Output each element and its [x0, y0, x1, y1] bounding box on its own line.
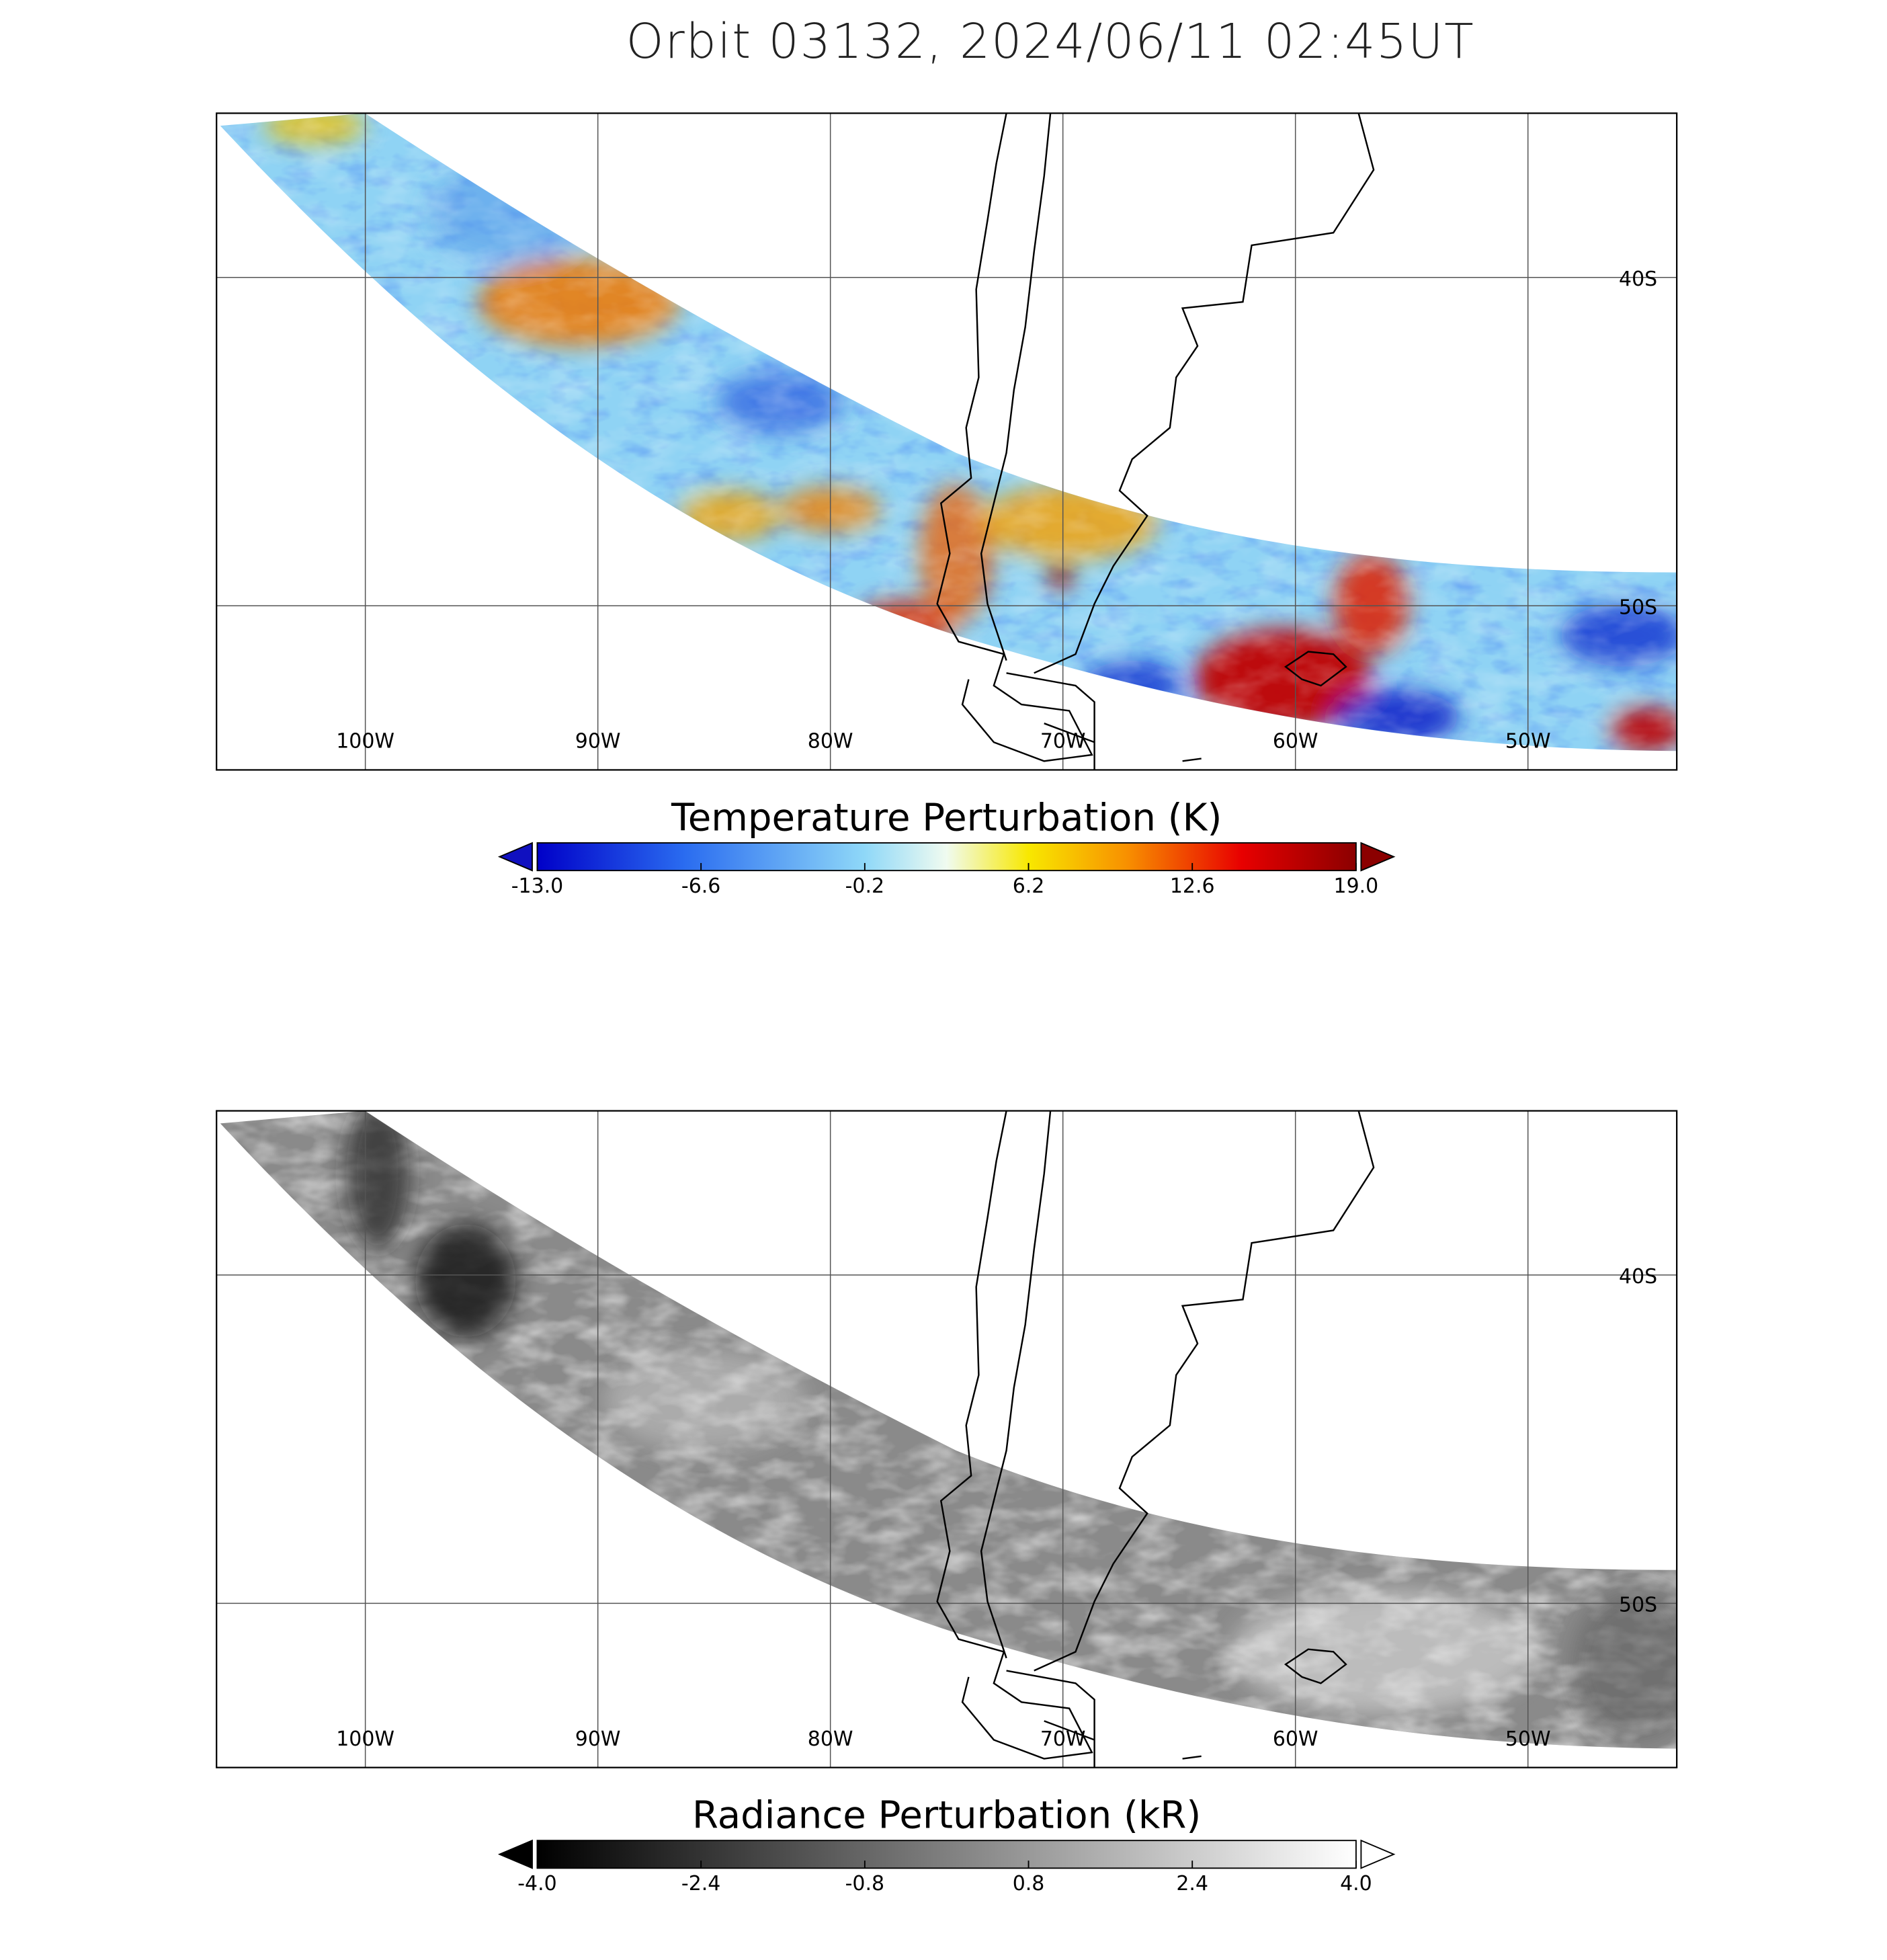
coastline — [1006, 672, 1202, 770]
coastline — [980, 1110, 1052, 1659]
colorbar-tick-label: -4.0 — [517, 1872, 556, 1895]
colorbar-tick-label: -6.6 — [681, 874, 720, 898]
swath-feature — [415, 1224, 516, 1338]
colorbar-title: Temperature Perturbation (K) — [671, 796, 1222, 840]
swath-texture — [220, 113, 1677, 751]
lat-tick-label: 50S — [1619, 596, 1657, 619]
colorbar-tick-label: -0.2 — [845, 874, 884, 898]
coastline — [1034, 113, 1375, 674]
lon-tick-label: 100W — [336, 730, 394, 753]
colorbar-tick-label: 19.0 — [1334, 874, 1379, 898]
colorbar-title: Radiance Perturbation (kR) — [692, 1793, 1201, 1837]
colorbar-tick-label: -2.4 — [681, 1872, 720, 1895]
lon-tick-label: 80W — [808, 1727, 853, 1751]
colorbar — [536, 1840, 1357, 1869]
colorbar-tick-label: -13.0 — [511, 874, 563, 898]
colorbar-tick-label: 4.0 — [1340, 1872, 1372, 1895]
map-panel: 100W 90W 80W 70W 60W 50W 40S 50S Radiance Pertur… — [216, 1110, 1678, 1895]
coastline — [936, 1110, 1093, 1760]
coastline — [980, 113, 1052, 661]
map-frame — [216, 1110, 1678, 1768]
lon-tick-label: 70W — [1040, 730, 1086, 753]
lon-tick-label: 90W — [575, 1727, 621, 1751]
lat-tick-label: 50S — [1619, 1594, 1657, 1617]
colorbar-extend-low — [497, 842, 533, 872]
colorbar-tick-label: 6.2 — [1013, 874, 1045, 898]
swath — [220, 1110, 1677, 1749]
coastline — [1006, 1670, 1202, 1768]
swath-feature — [603, 1350, 806, 1451]
swath-feature — [1572, 1588, 1677, 1740]
colorbar — [536, 842, 1357, 872]
map-panel: 100W 90W 80W 70W 60W 50W 40S 50S Temperature Per… — [216, 112, 1678, 898]
lon-tick-label: 60W — [1273, 1727, 1318, 1751]
lat-tick-label: 40S — [1619, 268, 1657, 291]
lon-tick-label: 60W — [1273, 730, 1318, 753]
colorbar-extend-high — [1360, 1839, 1396, 1869]
colorbar-tick-label: 12.6 — [1170, 874, 1215, 898]
lon-tick-label: 100W — [336, 1727, 394, 1751]
lon-tick-label: 90W — [575, 730, 621, 753]
swath-blobs — [345, 1110, 1677, 1740]
map-frame — [216, 112, 1678, 771]
coastline — [1284, 1648, 1347, 1684]
lat-tick-label: 40S — [1619, 1265, 1657, 1289]
coastline — [936, 113, 1093, 762]
colorbar-tick-label: -0.8 — [845, 1872, 884, 1895]
colorbar-tick-label: 0.8 — [1013, 1872, 1045, 1895]
lon-tick-label: 50W — [1505, 730, 1551, 753]
figure-title: Orbit 03132, 2024/06/11 02:45UT — [626, 13, 1475, 69]
swath-feature — [345, 1110, 409, 1250]
colorbar-extend-high — [1360, 842, 1396, 872]
colorbar-extend-low — [497, 1839, 533, 1869]
coastline — [1284, 651, 1347, 687]
lon-tick-label: 80W — [808, 730, 853, 753]
lon-tick-label: 50W — [1505, 1727, 1551, 1751]
swath-feature — [1232, 1588, 1535, 1715]
colorbar-tick-label: 2.4 — [1176, 1872, 1208, 1895]
swath — [220, 113, 1677, 751]
lon-tick-label: 70W — [1040, 1727, 1086, 1751]
coastline — [1034, 1110, 1375, 1672]
